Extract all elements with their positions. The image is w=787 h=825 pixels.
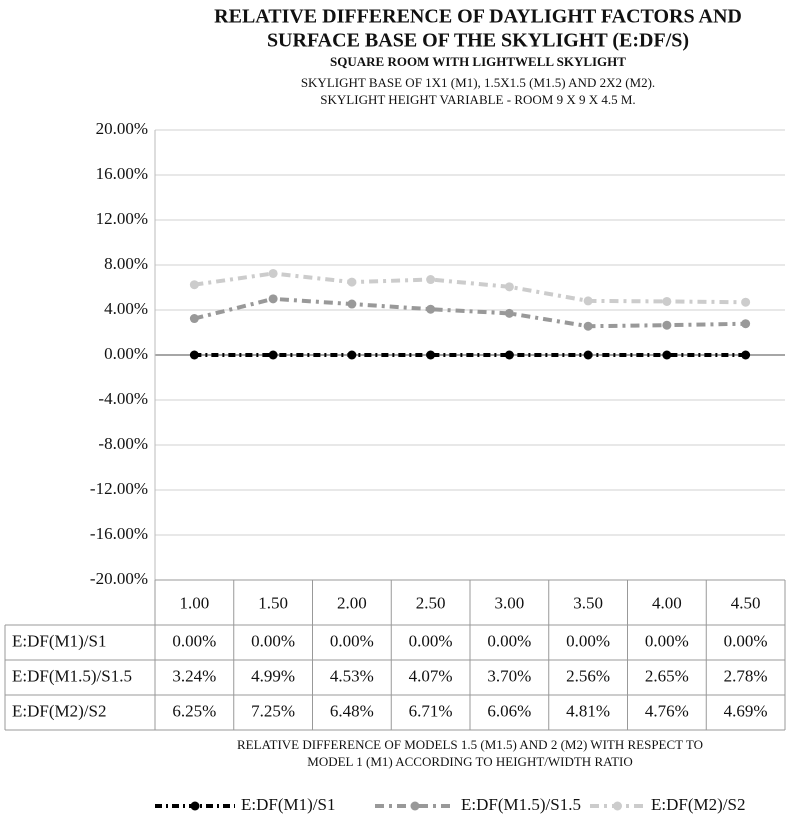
y-tick-label: 0.00%: [104, 344, 148, 363]
chart-title: SURFACE BASE OF THE SKYLIGHT (E:DF/S): [267, 30, 689, 52]
data-point: [662, 350, 672, 360]
data-point: [583, 296, 593, 306]
y-tick-label: 8.00%: [104, 254, 148, 273]
data-point: [426, 350, 436, 360]
data-point: [504, 308, 514, 318]
data-point: [268, 350, 278, 360]
y-tick-label: 16.00%: [96, 164, 148, 183]
legend-marker: [190, 801, 200, 811]
data-point: [347, 350, 357, 360]
table-cell: 4.69%: [724, 701, 768, 720]
data-point: [583, 321, 593, 331]
x-tick-label: 2.00: [337, 593, 367, 612]
x-tick-label: 3.50: [573, 593, 603, 612]
legend-label: E:DF(M2)/S2: [651, 795, 745, 814]
table-cell: 0.00%: [330, 631, 374, 650]
y-tick-label: -8.00%: [98, 434, 148, 453]
data-point: [347, 277, 357, 287]
table-cell: 0.00%: [487, 631, 531, 650]
x-tick-label: 2.50: [416, 593, 446, 612]
y-tick-label: -20.00%: [90, 569, 148, 588]
table-cell: 2.56%: [566, 666, 610, 685]
table-cell: 0.00%: [251, 631, 295, 650]
x-tick-label: 3.00: [495, 593, 525, 612]
x-tick-label: 4.50: [731, 593, 761, 612]
data-point: [189, 314, 199, 324]
data-point: [741, 319, 751, 329]
table-cell: 6.71%: [409, 701, 453, 720]
y-tick-label: 4.00%: [104, 299, 148, 318]
table-cell: 6.06%: [487, 701, 531, 720]
y-tick-label: -12.00%: [90, 479, 148, 498]
y-tick-label: -4.00%: [98, 389, 148, 408]
y-tick-label: 12.00%: [96, 209, 148, 228]
table-row-label: E:DF(M1.5)/S1.5: [12, 666, 132, 685]
y-tick-label: -16.00%: [90, 524, 148, 543]
data-point: [189, 350, 199, 360]
data-point: [662, 296, 672, 306]
x-tick-label: 1.50: [258, 593, 288, 612]
data-point: [268, 294, 278, 304]
legend-label: E:DF(M1.5)/S1.5: [461, 795, 581, 814]
table-cell: 2.65%: [645, 666, 689, 685]
data-point: [426, 304, 436, 314]
data-point: [504, 282, 514, 292]
data-point: [268, 268, 278, 278]
table-cell: 6.48%: [330, 701, 374, 720]
data-point: [662, 320, 672, 330]
x-tick-label: 4.00: [652, 593, 682, 612]
table-cell: 4.07%: [409, 666, 453, 685]
data-point: [347, 299, 357, 309]
table-cell: 0.00%: [409, 631, 453, 650]
table-row-label: E:DF(M2)/S2: [12, 701, 106, 720]
x-tick-label: 1.00: [180, 593, 210, 612]
legend-label: E:DF(M1)/S1: [241, 795, 335, 814]
table-cell: 4.76%: [645, 701, 689, 720]
table-cell: 4.99%: [251, 666, 295, 685]
table-cell: 4.53%: [330, 666, 374, 685]
x-axis-label: RELATIVE DIFFERENCE OF MODELS 1.5 (M1.5)…: [237, 737, 703, 752]
data-point: [189, 280, 199, 290]
chart-description: SKYLIGHT HEIGHT VARIABLE - ROOM 9 X 9 X …: [320, 92, 635, 107]
table-cell: 4.81%: [566, 701, 610, 720]
data-point: [426, 275, 436, 285]
table-cell: 6.25%: [172, 701, 216, 720]
data-point: [504, 350, 514, 360]
table-cell: 0.00%: [645, 631, 689, 650]
table-cell: 3.70%: [487, 666, 531, 685]
table-cell: 2.78%: [724, 666, 768, 685]
table-cell: 0.00%: [566, 631, 610, 650]
table-row-label: E:DF(M1)/S1: [12, 631, 106, 650]
data-point: [741, 297, 751, 307]
table-cell: 3.24%: [172, 666, 216, 685]
x-axis-label: MODEL 1 (M1) ACCORDING TO HEIGHT/WIDTH R…: [307, 754, 632, 769]
table-cell: 0.00%: [172, 631, 216, 650]
legend-marker: [410, 801, 420, 811]
data-point: [741, 350, 751, 360]
chart-subtitle: SQUARE ROOM WITH LIGHTWELL SKYLIGHT: [330, 54, 626, 69]
y-tick-label: 20.00%: [96, 119, 148, 138]
data-point: [583, 350, 593, 360]
chart-title: RELATIVE DIFFERENCE OF DAYLIGHT FACTORS …: [214, 6, 742, 28]
legend-marker: [613, 801, 622, 811]
table-cell: 0.00%: [724, 631, 768, 650]
table-cell: 7.25%: [251, 701, 295, 720]
series-line: [194, 271, 746, 305]
chart-description: SKYLIGHT BASE OF 1X1 (M1), 1.5X1.5 (M1.5…: [301, 75, 655, 90]
series-line: [193, 296, 746, 329]
